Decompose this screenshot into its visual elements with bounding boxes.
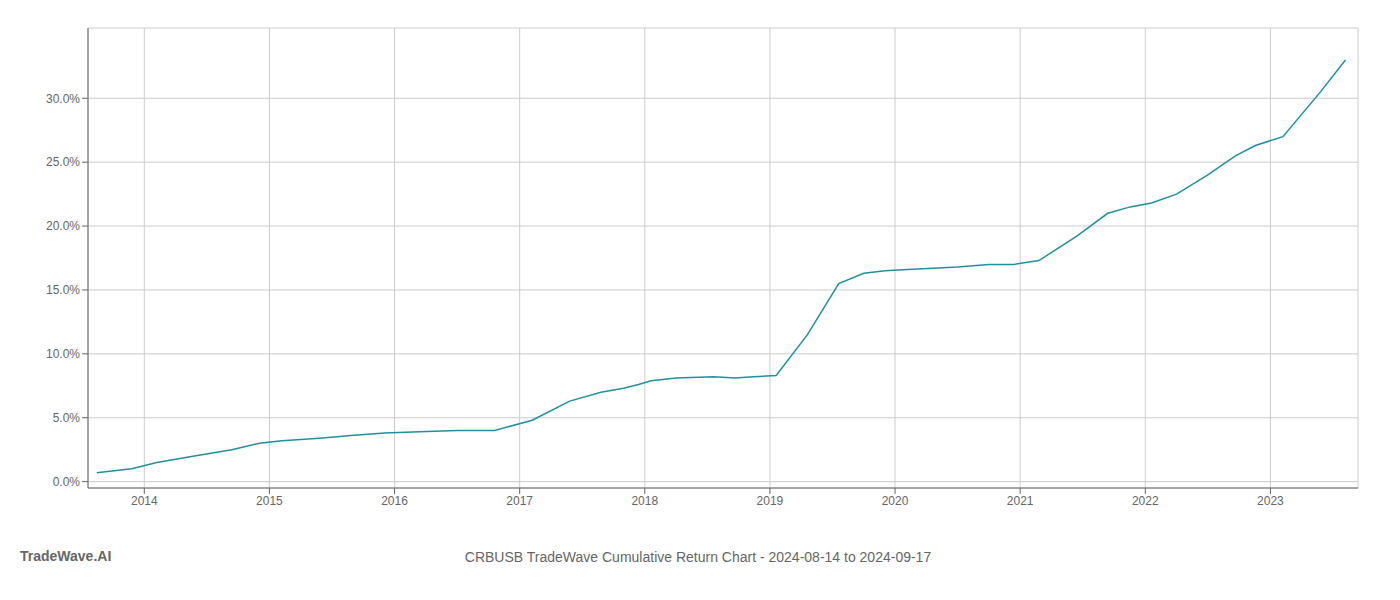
html-text:CRBUSB TradeWave Cumulative Re: CRBUSB TradeWave Cumulative Return Chart… [464, 549, 932, 565]
svg-text:2015: 2015 [256, 494, 283, 508]
svg-text:2018: 2018 [631, 494, 658, 508]
svg-text:10.0%: 10.0% [46, 347, 80, 361]
svg-text:2019: 2019 [757, 494, 784, 508]
svg-text:2014: 2014 [131, 494, 158, 508]
svg-text:2021: 2021 [1007, 494, 1034, 508]
svg-text:2023: 2023 [1257, 494, 1284, 508]
svg-text:2020: 2020 [882, 494, 909, 508]
svg-text:2016: 2016 [381, 494, 408, 508]
svg-text:0.0%: 0.0% [53, 475, 81, 489]
svg-text:30.0%: 30.0% [46, 92, 80, 106]
svg-text:20.0%: 20.0% [46, 219, 80, 233]
html-text:TradeWave.AI: TradeWave.AI [20, 548, 112, 564]
svg-text:25.0%: 25.0% [46, 155, 80, 169]
svg-text:2022: 2022 [1132, 494, 1159, 508]
svg-text:15.0%: 15.0% [46, 283, 80, 297]
svg-text:2017: 2017 [506, 494, 533, 508]
svg-text:5.0%: 5.0% [53, 411, 81, 425]
